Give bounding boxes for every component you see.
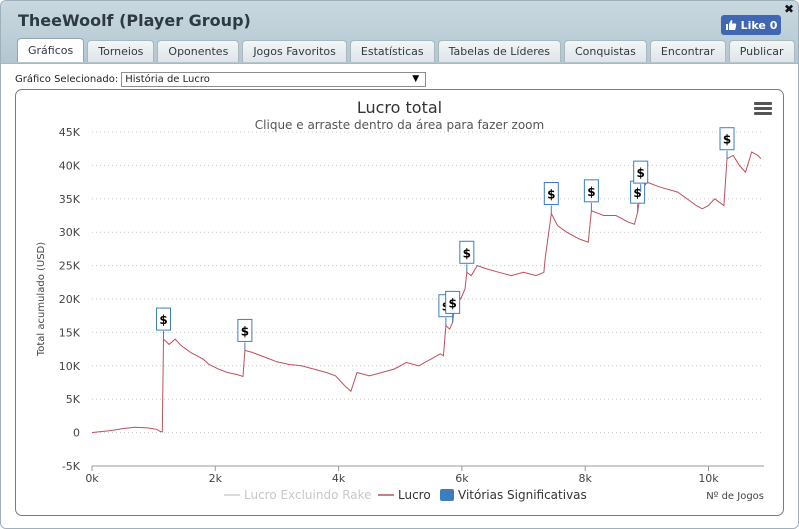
y-tick-label: 15K — [59, 326, 81, 339]
tab-oponentes[interactable]: Oponentes — [157, 40, 240, 62]
flag-label: $ — [637, 166, 645, 180]
x-tick-label: 2k — [209, 472, 223, 485]
chart-selector-row: Gráfico Selecionado: História de Lucro ▼ — [15, 72, 427, 87]
significant-win-flag[interactable] — [237, 318, 253, 342]
x-tick-label: 4k — [332, 472, 346, 485]
facebook-like-button[interactable]: Like 0 — [721, 15, 781, 35]
chart-subtitle: Clique e arraste dentro da área para faz… — [254, 118, 545, 132]
significant-win-flag[interactable] — [633, 160, 649, 184]
legend-item-lucro[interactable]: Lucro — [398, 488, 431, 502]
y-axis-label: Total acumulado (USD) — [36, 242, 47, 357]
x-axis-label: Nº de Jogos — [706, 491, 764, 502]
like-label: Like 0 — [740, 18, 778, 32]
tab-publicar[interactable]: Publicar — [728, 40, 795, 62]
significant-win-flag[interactable] — [583, 179, 599, 203]
tab-estatisticas[interactable]: Estatísticas — [349, 40, 435, 62]
y-tick-label: 5K — [66, 393, 81, 406]
y-tick-label: 40K — [59, 159, 81, 172]
y-tick-label: 20K — [59, 293, 81, 306]
chart-selector-dropdown[interactable]: História de Lucro ▼ — [121, 72, 427, 87]
y-tick-label: 25K — [59, 260, 81, 273]
chart-container[interactable]: -5K 0 5K 10K 15K 20K 25K 30K 35K 40K 45K 0k 2k 4k 6k 8k… — [15, 89, 784, 516]
legend-item-lucro-excluindo-rake[interactable]: Lucro Excluindo Rake — [244, 488, 372, 502]
y-tick-label: 10K — [59, 360, 81, 373]
flag-label: $ — [448, 296, 456, 310]
graficos-panel: Gráfico Selecionado: História de Lucro ▼… — [1, 63, 798, 528]
tab-encontrar[interactable]: Encontrar — [649, 40, 726, 62]
y-tick-label: 35K — [59, 193, 81, 206]
x-tick-label: 6k — [455, 472, 469, 485]
significant-win-flag[interactable] — [459, 240, 475, 264]
tab-tabelas-de-lideres[interactable]: Tabelas de Líderes — [437, 40, 561, 62]
legend-item-vitorias-significativas[interactable]: Vitórias Significativas — [458, 488, 587, 502]
x-tick-label: 0k — [85, 472, 99, 485]
thumbs-up-icon — [725, 19, 737, 31]
x-tick-label: 10k — [698, 472, 719, 485]
tab-conquistas[interactable]: Conquistas — [564, 40, 647, 62]
y-tick-label: 30K — [59, 226, 81, 239]
flag-label: $ — [159, 313, 167, 327]
flag-label: $ — [587, 185, 595, 199]
tab-torneios[interactable]: Torneios — [87, 40, 155, 62]
significant-win-flag[interactable] — [156, 307, 172, 331]
y-tick-label: -5K — [62, 460, 81, 473]
flag-label: $ — [547, 187, 555, 201]
x-tick-label: 8k — [579, 472, 593, 485]
tab-jogos-favoritos[interactable]: Jogos Favoritos — [242, 40, 347, 62]
significant-win-flag[interactable] — [445, 290, 461, 314]
y-tick-label: 0 — [73, 427, 80, 440]
tab-bar: Gráficos Torneios Oponentes Jogos Favori… — [17, 38, 795, 63]
series-lucro-line — [91, 151, 762, 434]
flag-label: $ — [633, 186, 641, 200]
close-button[interactable]: ✖ — [783, 2, 794, 16]
chart-selector-label: Gráfico Selecionado: — [15, 74, 119, 85]
chart-title: Lucro total — [356, 98, 443, 117]
dropdown-arrow-icon: ▼ — [412, 74, 420, 84]
profit-chart[interactable]: -5K 0 5K 10K 15K 20K 25K 30K 35K 40K 45K 0k 2k 4k 6k 8k… — [16, 90, 783, 515]
legend-symbol-vitorias — [440, 489, 454, 501]
title-bar: TheeWoolf (Player Group) ✖ Like 0 Gráfic… — [1, 1, 798, 63]
significant-win-flag[interactable] — [543, 181, 559, 205]
window-title: TheeWoolf (Player Group) — [18, 11, 251, 30]
significant-win-flag[interactable] — [719, 127, 735, 151]
chart-selector-value: História de Lucro — [125, 74, 210, 85]
flag-label: $ — [723, 133, 731, 147]
y-tick-label: 45K — [59, 126, 81, 139]
flag-label: $ — [241, 324, 249, 338]
flag-label: $ — [463, 246, 471, 260]
tab-graficos[interactable]: Gráficos — [17, 38, 85, 62]
chart-menu-icon[interactable] — [754, 102, 772, 116]
